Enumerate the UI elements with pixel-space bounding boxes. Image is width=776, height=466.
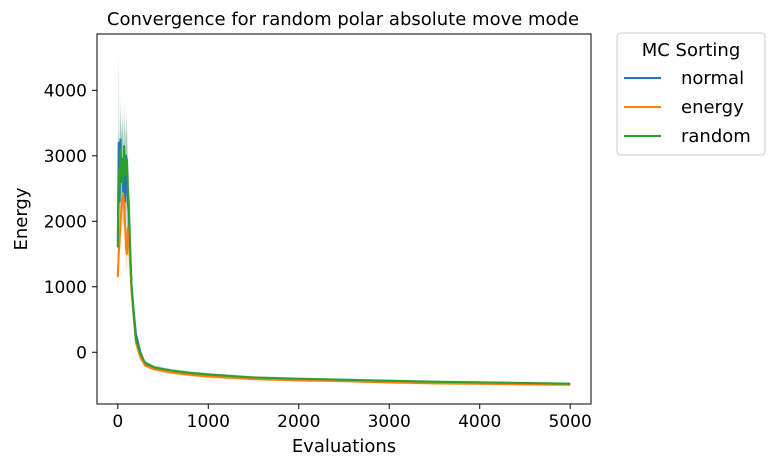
- x-tick-label: 0: [112, 412, 123, 432]
- line-normal: [116, 138, 571, 385]
- x-tick-label: 1000: [187, 412, 230, 432]
- x-tick-label: 5000: [549, 412, 592, 432]
- x-tick-label: 3000: [368, 412, 411, 432]
- band-random: [117, 103, 571, 386]
- y-axis: 0 1000 2000 3000 4000: [44, 81, 97, 363]
- series-lines: [116, 138, 571, 386]
- line-energy: [116, 194, 571, 386]
- x-tick-label: 2000: [277, 412, 320, 432]
- x-tick-label: 4000: [458, 412, 501, 432]
- chart-title: Convergence for random polar absolute mo…: [107, 9, 579, 30]
- y-tick-label: 0: [76, 343, 87, 363]
- legend-title: MC Sorting: [642, 40, 741, 61]
- legend: MC Sorting normal energy random: [616, 32, 766, 156]
- legend-label-normal: normal: [681, 68, 744, 89]
- plot-frame: [96, 33, 592, 405]
- x-axis: 0 1000 2000 3000 4000 5000: [112, 404, 592, 432]
- y-tick-label: 4000: [44, 81, 87, 101]
- band-energy: [117, 162, 571, 386]
- y-tick-label: 1000: [44, 278, 87, 298]
- y-axis-label: Energy: [11, 187, 32, 250]
- line-random: [116, 145, 571, 385]
- legend-label-energy: energy: [681, 97, 744, 118]
- y-tick-label: 2000: [44, 212, 87, 232]
- y-tick-label: 3000: [44, 147, 87, 167]
- legend-label-random: random: [681, 126, 751, 147]
- band-normal: [117, 51, 571, 386]
- legend-frame: [616, 32, 766, 156]
- x-axis-label: Evaluations: [292, 436, 396, 457]
- confidence-bands: [117, 51, 571, 386]
